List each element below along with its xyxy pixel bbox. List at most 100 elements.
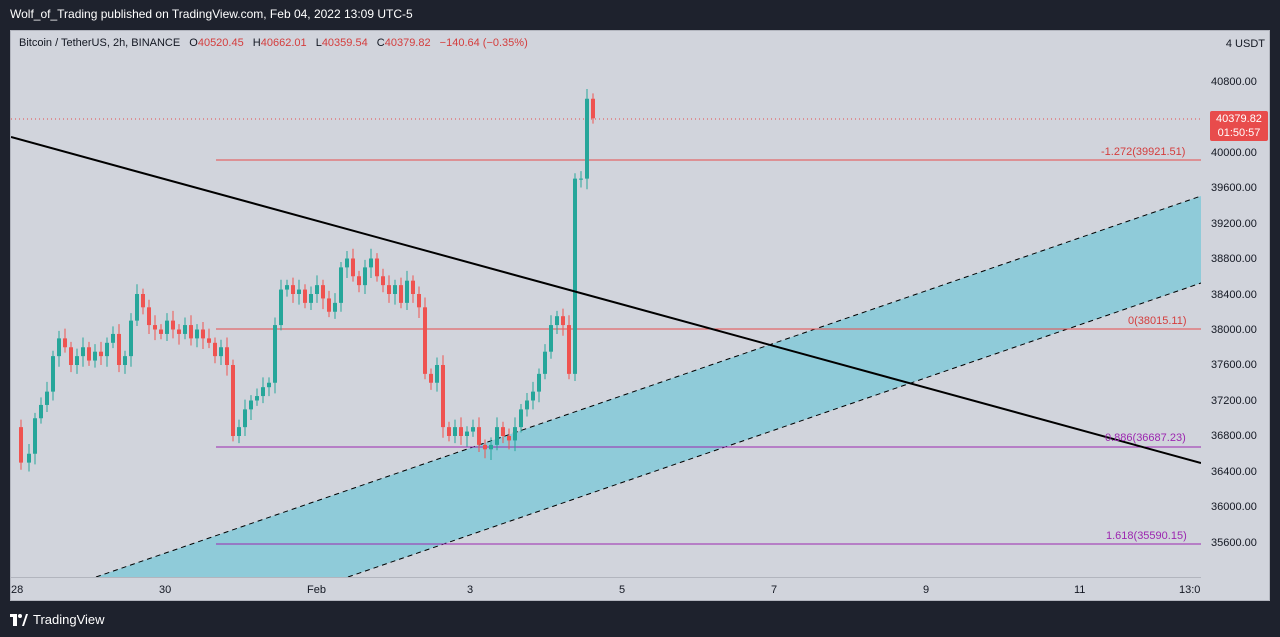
candle-body [519, 409, 523, 428]
candle-body [27, 453, 31, 463]
time-axis[interactable]: 28 30 Feb 3 5 7 9 11 13:0 [11, 577, 1201, 600]
candle-body [405, 280, 409, 303]
channel-upper-line[interactable] [95, 195, 1201, 577]
candle-body [243, 409, 247, 428]
candle-body [501, 427, 505, 436]
price-tick: 38800.00 [1211, 253, 1257, 265]
candle-body [177, 329, 181, 334]
candle-body [63, 338, 67, 348]
candle-body [45, 391, 49, 405]
price-tick: 36800.00 [1211, 430, 1257, 442]
candle-body [39, 404, 43, 419]
candle-body [567, 325, 571, 374]
high-label: H [252, 37, 261, 49]
candles[interactable] [19, 88, 595, 472]
candle-body [435, 365, 439, 383]
symbol-name: Bitcoin / TetherUS, 2h, BINANCE [19, 37, 181, 49]
candle-body [453, 427, 457, 436]
close-label: C [376, 37, 385, 49]
price-tick: 40000.00 [1211, 147, 1257, 159]
candle-body [117, 333, 121, 365]
price-tick: 39600.00 [1211, 182, 1257, 194]
candle-body [105, 342, 109, 357]
candle-body [441, 365, 445, 428]
candle-body [495, 427, 499, 445]
candle-body [267, 382, 271, 388]
descending-trendline[interactable] [11, 136, 1201, 464]
candle-body [381, 276, 385, 286]
candle-body [513, 427, 517, 441]
candle-body [183, 325, 187, 334]
candle-body [93, 351, 97, 361]
candle-body [591, 98, 595, 119]
last-price-value: 40379.82 [1216, 113, 1262, 125]
candle-body [429, 373, 433, 383]
price-tick: 38400.00 [1211, 289, 1257, 301]
candle-body [489, 444, 493, 450]
high-value: 40662.01 [260, 37, 307, 49]
candle-body [555, 316, 559, 326]
fib-label-0886: 0.886(36687.23) [1105, 432, 1186, 444]
candle-body [531, 391, 535, 401]
candle-body [543, 351, 547, 374]
candle-body [447, 427, 451, 436]
price-tick: 39200.00 [1211, 218, 1257, 230]
candle-body [165, 320, 169, 334]
time-tick: Feb [307, 584, 326, 596]
candle-body [51, 356, 55, 392]
close-value: 40379.82 [384, 37, 431, 49]
tradingview-brand: TradingView [33, 612, 105, 627]
candle-body [345, 258, 349, 268]
candle-body [507, 436, 511, 441]
candle-body [297, 289, 301, 294]
candle-body [279, 289, 283, 326]
price-plot[interactable] [11, 31, 1201, 577]
candle-body [309, 294, 313, 303]
candle-body [477, 427, 481, 445]
open-label: O [189, 37, 198, 49]
chart-pane[interactable]: Bitcoin / TetherUS, 2h, BINANCE O40520.4… [10, 30, 1270, 601]
candle-body [561, 316, 565, 326]
price-tick: 37200.00 [1211, 395, 1257, 407]
candle-body [537, 373, 541, 392]
candle-body [315, 285, 319, 294]
candle-body [129, 320, 133, 357]
fib-label-n1272: -1.272(39921.51) [1101, 146, 1186, 158]
candle-body [33, 418, 37, 454]
candle-body [423, 307, 427, 374]
price-tick: 40800.00 [1211, 76, 1257, 88]
candle-body [459, 427, 463, 436]
candle-body [231, 365, 235, 436]
price-axis[interactable]: 4 USDT 40800.00 40000.00 39600.00 39200.… [1201, 31, 1269, 600]
candle-body [261, 387, 265, 397]
candle-body [369, 258, 373, 268]
candle-body [249, 400, 253, 410]
candle-body [81, 347, 85, 357]
candle-body [123, 356, 127, 365]
candle-body [153, 325, 157, 330]
candle-body [99, 351, 103, 357]
price-tick: 37600.00 [1211, 359, 1257, 371]
fib-label-0: 0(38015.11) [1128, 315, 1187, 327]
candle-body [465, 431, 469, 436]
candle-body [411, 280, 415, 294]
tradingview-logo[interactable]: TradingView [10, 612, 105, 627]
bar-countdown: 01:50:57 [1217, 127, 1261, 139]
candle-body [189, 325, 193, 339]
candle-body [213, 342, 217, 357]
open-value: 40520.45 [197, 37, 244, 49]
candle-body [351, 258, 355, 277]
candle-body [273, 325, 277, 383]
time-tick: 3 [467, 584, 474, 596]
candle-body [87, 347, 91, 361]
candle-body [201, 329, 205, 339]
change-value: −140.64 (−0.35%) [439, 37, 528, 49]
candle-body [525, 400, 529, 410]
candle-body [195, 329, 199, 339]
candle-body [255, 396, 259, 401]
symbol-legend: Bitcoin / TetherUS, 2h, BINANCE O40520.4… [19, 37, 528, 49]
time-tick: 30 [159, 584, 172, 596]
time-tick: 28 [11, 584, 24, 596]
channel-lower-line[interactable] [347, 282, 1201, 577]
candle-body [207, 338, 211, 343]
